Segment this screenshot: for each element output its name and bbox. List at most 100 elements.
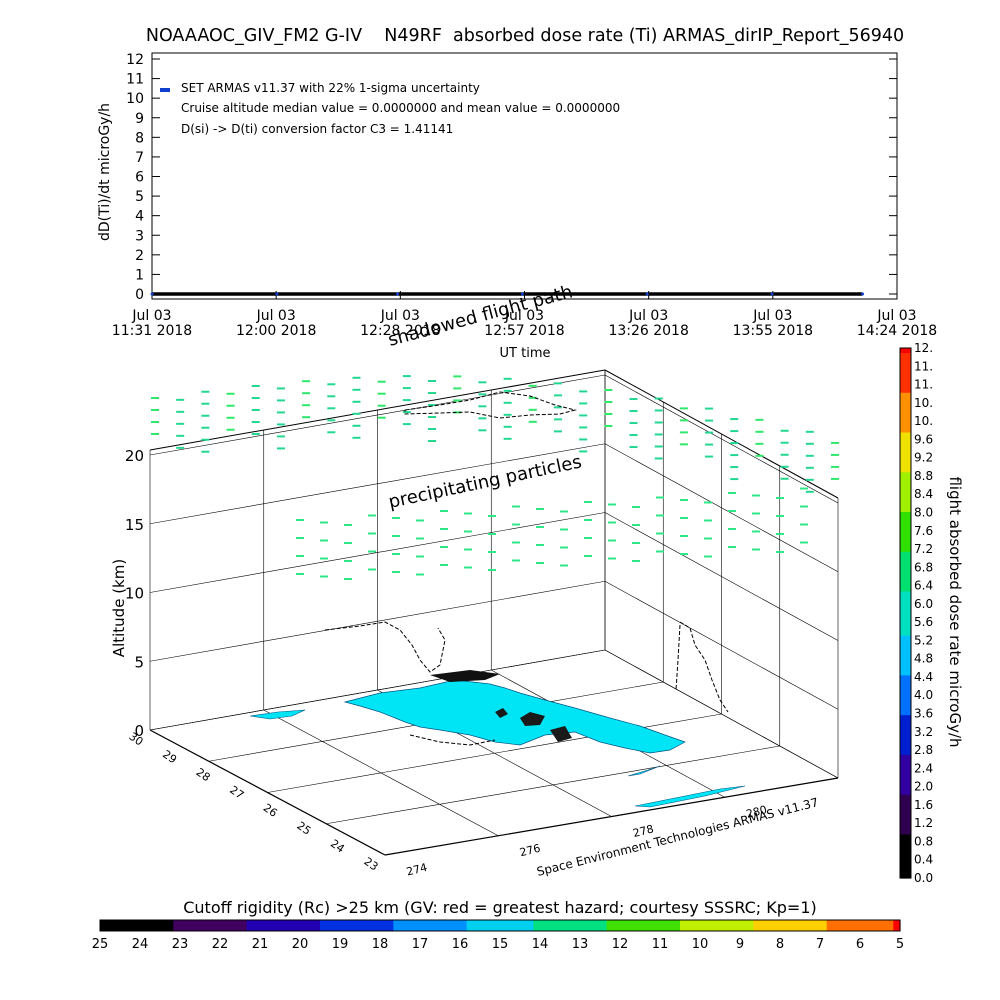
rigidity-colorbar-segment: [500, 920, 508, 931]
dose-colorbar-tick-label: 1.6: [914, 798, 933, 812]
dose-colorbar-segment: [900, 639, 911, 645]
rigidity-colorbar-segment: [433, 920, 441, 931]
rigidity-colorbar-tick-label: 18: [372, 937, 389, 952]
rigidity-colorbar-segment: [886, 920, 894, 931]
rigidity-colorbar-tick-label: 15: [492, 937, 509, 952]
annotation-conversion-factor: D(si) -> D(ti) conversion factor C3 = 1.…: [181, 122, 453, 136]
figure-title: NOAAAOC_GIV_FM2 G-IV N49RF absorbed dose…: [146, 26, 904, 46]
dose-y-tick-label: 7: [135, 150, 144, 166]
florida-landmass: [249, 670, 746, 808]
rigidity-colorbar-segment: [360, 920, 368, 931]
dose-colorbar-segment: [900, 555, 911, 561]
dose-x-tick-time: 14:24 2018: [857, 323, 937, 339]
dose-colorbar-tick-label: 0.0: [914, 871, 933, 885]
dose-colorbar-tick-label: 11.: [914, 378, 933, 392]
rigidity-colorbar-tick-label: 17: [412, 937, 429, 952]
rigidity-colorbar-segment: [106, 920, 114, 931]
rigidity-colorbar-tick-label: 23: [172, 937, 189, 952]
rigidity-colorbar-segment: [566, 920, 574, 931]
rigidity-colorbar-segment: [846, 920, 854, 931]
rigidity-colorbar-segment: [640, 920, 648, 931]
dose-x-tick-time: 11:31 2018: [112, 323, 192, 339]
rigidity-colorbar-segment: [833, 920, 841, 931]
dose-colorbar-tick-label: 9.6: [914, 432, 933, 446]
rigidity-colorbar-segment: [786, 920, 794, 931]
dose-series-point: [275, 292, 279, 296]
legend-entry: SET ARMAS v11.37 with 22% 1-sigma uncert…: [181, 81, 480, 95]
rigidity-colorbar-segment: [260, 920, 268, 931]
rigidity-colorbar-segment: [140, 920, 148, 931]
rigidity-colorbar-segment: [286, 920, 294, 931]
dose-series-point: [861, 292, 864, 296]
dose-colorbar-segment: [900, 392, 911, 398]
rigidity-colorbar-segment: [273, 920, 281, 931]
rigidity-colorbar-segment: [660, 920, 668, 931]
dose-colorbar-segment: [900, 361, 911, 367]
rigidity-colorbar-segment: [113, 920, 121, 931]
dose-x-tick-date: Jul 03: [380, 308, 420, 324]
dose-y-tick-label: 5: [135, 189, 144, 205]
dose-colorbar-segment: [900, 423, 911, 429]
rigidity-colorbar-segment: [873, 920, 881, 931]
dose-colorbar-segment: [900, 657, 911, 663]
rigidity-colorbar-segment: [853, 920, 861, 931]
wall-z-line: [604, 580, 839, 710]
wall-z-line: [149, 374, 606, 456]
dose-colorbar-segment: [900, 507, 911, 513]
dose-colorbar-segment: [900, 405, 911, 411]
dose-colorbar-segment: [900, 679, 911, 685]
rigidity-colorbar-segment: [120, 920, 128, 931]
dose-colorbar-tick-label: 9.2: [914, 451, 933, 465]
rigidity-colorbar-segment: [720, 920, 728, 931]
dose-y-tick-label: 9: [135, 111, 144, 127]
wall-z-line: [149, 580, 606, 662]
rigidity-colorbar-segment: [513, 920, 521, 931]
dose-colorbar-segment: [900, 855, 911, 861]
dose-colorbar-segment: [900, 732, 911, 738]
rigidity-colorbar-segment: [320, 920, 328, 931]
dose-series-point: [520, 292, 524, 296]
rigidity-colorbar-segment: [526, 920, 534, 931]
dose-colorbar-segment: [900, 489, 911, 495]
box-edge: [604, 369, 839, 499]
dose-colorbar-segment: [900, 599, 911, 605]
rigidity-colorbar-segment: [520, 920, 528, 931]
rigidity-colorbar-segment: [680, 920, 688, 931]
dose-y-tick-label: 1: [135, 267, 144, 283]
dose-colorbar-segment: [900, 860, 911, 866]
rigidity-colorbar-segment: [606, 920, 614, 931]
rigidity-colorbar-segment: [200, 920, 208, 931]
dose-colorbar-segment: [900, 670, 911, 676]
dose-x-tick-date: Jul 03: [256, 308, 296, 324]
dose-colorbar-segment: [900, 630, 911, 636]
dose-colorbar-segment: [900, 560, 911, 566]
dose-colorbar-segment: [900, 365, 911, 371]
dose-colorbar-tick-label: 4.4: [914, 670, 933, 684]
dose-colorbar-segment: [900, 811, 911, 817]
dose-colorbar-segment: [900, 595, 911, 601]
dose-colorbar-segment: [900, 454, 911, 460]
rigidity-colorbar-segment: [506, 920, 514, 931]
dose-colorbar-segment: [900, 568, 911, 574]
rigidity-colorbar-tick-label: 25: [92, 937, 109, 952]
rigidity-colorbar-segment: [373, 920, 381, 931]
rigidity-colorbar-segment: [300, 920, 308, 931]
rigidity-colorbar-segment: [813, 920, 821, 931]
rigidity-colorbar-segment: [626, 920, 634, 931]
rigidity-colorbar-tick-label: 12: [612, 937, 629, 952]
rigidity-colorbar-tick-label: 8: [776, 937, 784, 952]
dose-colorbar-segment: [900, 586, 911, 592]
dose-colorbar-segment: [900, 352, 911, 358]
dose-colorbar-segment: [900, 745, 911, 751]
rigidity-colorbar-segment: [826, 920, 834, 931]
rigidity-colorbar-frame: [99, 919, 901, 932]
dose-colorbar-label: flight absorbed dose rate microGy/h: [946, 476, 964, 747]
dose-colorbar-segment: [900, 590, 911, 596]
floor-grid-line: [326, 745, 780, 825]
rigidity-colorbar-segment: [340, 920, 348, 931]
latitude-tick-label: 29: [160, 748, 179, 767]
dose-colorbar-tick-label: 6.8: [914, 560, 933, 574]
rigidity-colorbar-segment: [773, 920, 781, 931]
